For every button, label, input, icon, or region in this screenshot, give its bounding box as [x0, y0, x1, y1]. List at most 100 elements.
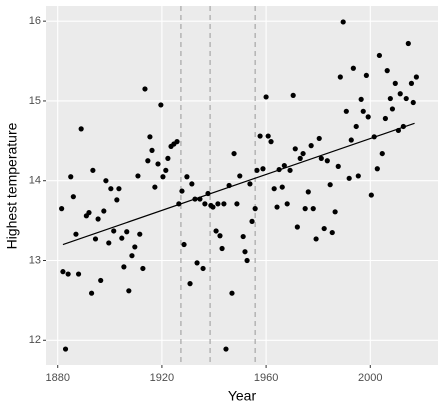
point: [221, 201, 227, 207]
point: [274, 204, 280, 210]
point: [90, 167, 96, 173]
point: [355, 173, 361, 179]
point: [292, 146, 298, 152]
point: [160, 174, 166, 180]
point: [408, 80, 415, 86]
point: [260, 166, 266, 172]
point: [215, 201, 221, 207]
point: [132, 244, 138, 250]
point: [350, 65, 356, 71]
y-tick-label: 16: [29, 15, 41, 27]
point: [126, 288, 132, 294]
point: [111, 228, 117, 234]
point: [379, 150, 385, 157]
point: [223, 346, 229, 352]
x-tick-label: 1880: [45, 372, 69, 384]
point: [163, 167, 169, 173]
point: [363, 72, 369, 79]
point: [124, 229, 130, 235]
point: [368, 192, 374, 198]
point: [387, 95, 393, 102]
point: [152, 184, 158, 190]
point: [101, 208, 107, 214]
point: [410, 99, 416, 106]
point: [254, 167, 260, 173]
point: [98, 277, 104, 284]
point: [213, 228, 219, 234]
point: [119, 235, 125, 241]
point: [335, 163, 341, 169]
point: [179, 188, 185, 194]
point: [321, 225, 327, 232]
point: [116, 186, 122, 192]
point: [231, 150, 237, 157]
point: [217, 233, 223, 239]
point: [392, 80, 398, 86]
point: [202, 201, 208, 207]
x-axis-title: Year: [228, 388, 257, 404]
y-tick-label: 12: [29, 334, 41, 346]
point: [244, 257, 250, 264]
point: [158, 102, 164, 108]
y-tick-label: 13: [29, 254, 41, 266]
point: [240, 233, 246, 240]
point: [284, 201, 290, 207]
point: [88, 290, 95, 296]
point: [194, 260, 200, 266]
point: [353, 123, 359, 130]
x-tick-label: 1960: [254, 372, 278, 384]
point: [78, 126, 84, 132]
point: [374, 166, 380, 172]
point: [135, 173, 141, 179]
y-tick-label: 14: [29, 175, 41, 187]
point: [59, 206, 65, 212]
point: [234, 201, 240, 207]
point: [305, 189, 311, 195]
point: [348, 137, 354, 143]
point: [257, 133, 263, 139]
point: [318, 155, 324, 161]
point: [324, 158, 330, 164]
point: [389, 106, 396, 112]
point: [137, 231, 143, 237]
point: [247, 181, 253, 187]
point: [62, 346, 69, 352]
point: [271, 186, 277, 192]
point: [70, 194, 76, 200]
point: [142, 86, 148, 92]
point: [279, 184, 285, 190]
point: [184, 174, 190, 180]
point: [187, 281, 193, 287]
point: [155, 161, 161, 167]
point: [86, 210, 92, 216]
panel: [46, 6, 438, 365]
point: [358, 96, 364, 102]
point: [329, 229, 335, 236]
point: [229, 290, 235, 296]
point: [219, 245, 225, 252]
point: [237, 173, 243, 179]
point: [340, 19, 346, 25]
point: [297, 155, 303, 161]
point: [242, 249, 248, 255]
point: [376, 52, 382, 59]
point: [68, 174, 74, 180]
point: [145, 158, 151, 164]
point: [313, 236, 319, 242]
point: [265, 133, 271, 139]
point: [249, 218, 255, 224]
point: [147, 134, 153, 140]
point: [327, 182, 333, 188]
point: [281, 162, 287, 169]
point: [95, 216, 101, 222]
point: [290, 92, 296, 98]
point: [140, 265, 146, 272]
point: [65, 271, 71, 277]
point: [92, 236, 99, 242]
point: [382, 115, 388, 122]
point: [287, 167, 293, 173]
point: [165, 155, 171, 161]
point: [73, 231, 79, 237]
point: [106, 240, 112, 246]
